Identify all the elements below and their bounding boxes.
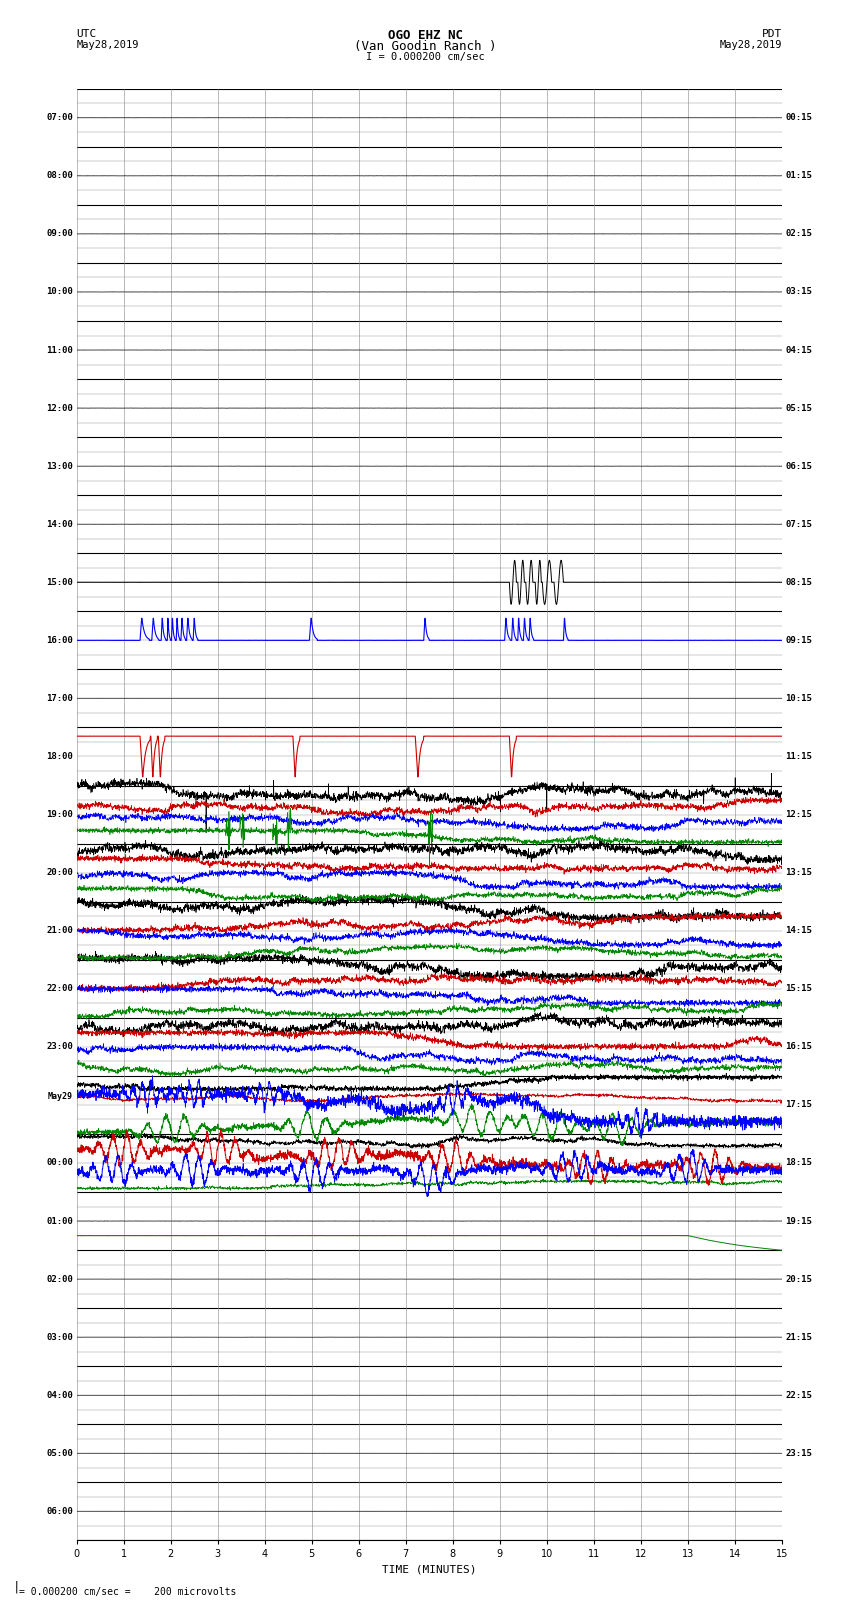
Text: 15:15: 15:15 <box>785 984 813 994</box>
Text: 14:15: 14:15 <box>785 926 813 936</box>
Text: 21:15: 21:15 <box>785 1332 813 1342</box>
Text: 15:00: 15:00 <box>46 577 73 587</box>
Text: 13:00: 13:00 <box>46 461 73 471</box>
Text: 10:15: 10:15 <box>785 694 813 703</box>
Text: 09:15: 09:15 <box>785 636 813 645</box>
Text: 02:15: 02:15 <box>785 229 813 239</box>
Text: 11:00: 11:00 <box>46 345 73 355</box>
Text: 23:00: 23:00 <box>46 1042 73 1052</box>
Text: 04:00: 04:00 <box>46 1390 73 1400</box>
Text: 20:00: 20:00 <box>46 868 73 877</box>
Text: 16:00: 16:00 <box>46 636 73 645</box>
Text: 12:00: 12:00 <box>46 403 73 413</box>
Text: (Van Goodin Ranch ): (Van Goodin Ranch ) <box>354 40 496 53</box>
Text: 23:15: 23:15 <box>785 1448 813 1458</box>
Text: 19:15: 19:15 <box>785 1216 813 1226</box>
Text: 22:15: 22:15 <box>785 1390 813 1400</box>
Text: 13:15: 13:15 <box>785 868 813 877</box>
Text: 10:00: 10:00 <box>46 287 73 297</box>
Text: 07:00: 07:00 <box>46 113 73 123</box>
Text: 07:15: 07:15 <box>785 519 813 529</box>
X-axis label: TIME (MINUTES): TIME (MINUTES) <box>382 1565 477 1574</box>
Text: 05:15: 05:15 <box>785 403 813 413</box>
Text: = 0.000200 cm/sec =    200 microvolts: = 0.000200 cm/sec = 200 microvolts <box>19 1587 236 1597</box>
Text: 18:15: 18:15 <box>785 1158 813 1168</box>
Text: 01:00: 01:00 <box>46 1216 73 1226</box>
Text: 18:00: 18:00 <box>46 752 73 761</box>
Text: May28,2019: May28,2019 <box>76 40 139 50</box>
Text: 12:15: 12:15 <box>785 810 813 819</box>
Text: OGO EHZ NC: OGO EHZ NC <box>388 29 462 42</box>
Text: 06:00: 06:00 <box>46 1507 73 1516</box>
Text: May29: May29 <box>48 1092 73 1100</box>
Text: 17:00: 17:00 <box>46 694 73 703</box>
Text: 17:15: 17:15 <box>785 1100 813 1110</box>
Text: 11:15: 11:15 <box>785 752 813 761</box>
Text: 04:15: 04:15 <box>785 345 813 355</box>
Text: 14:00: 14:00 <box>46 519 73 529</box>
Text: UTC: UTC <box>76 29 97 39</box>
Text: |: | <box>13 1581 20 1594</box>
Text: PDT: PDT <box>762 29 782 39</box>
Text: 20:15: 20:15 <box>785 1274 813 1284</box>
Text: 08:00: 08:00 <box>46 171 73 181</box>
Text: 08:15: 08:15 <box>785 577 813 587</box>
Text: 03:15: 03:15 <box>785 287 813 297</box>
Text: May28,2019: May28,2019 <box>719 40 782 50</box>
Text: 21:00: 21:00 <box>46 926 73 936</box>
Text: 09:00: 09:00 <box>46 229 73 239</box>
Text: 06:15: 06:15 <box>785 461 813 471</box>
Text: 19:00: 19:00 <box>46 810 73 819</box>
Text: 02:00: 02:00 <box>46 1274 73 1284</box>
Text: 16:15: 16:15 <box>785 1042 813 1052</box>
Text: 00:00: 00:00 <box>46 1158 73 1168</box>
Text: I = 0.000200 cm/sec: I = 0.000200 cm/sec <box>366 52 484 61</box>
Text: 00:15: 00:15 <box>785 113 813 123</box>
Text: 01:15: 01:15 <box>785 171 813 181</box>
Text: 03:00: 03:00 <box>46 1332 73 1342</box>
Text: 05:00: 05:00 <box>46 1448 73 1458</box>
Text: 22:00: 22:00 <box>46 984 73 994</box>
